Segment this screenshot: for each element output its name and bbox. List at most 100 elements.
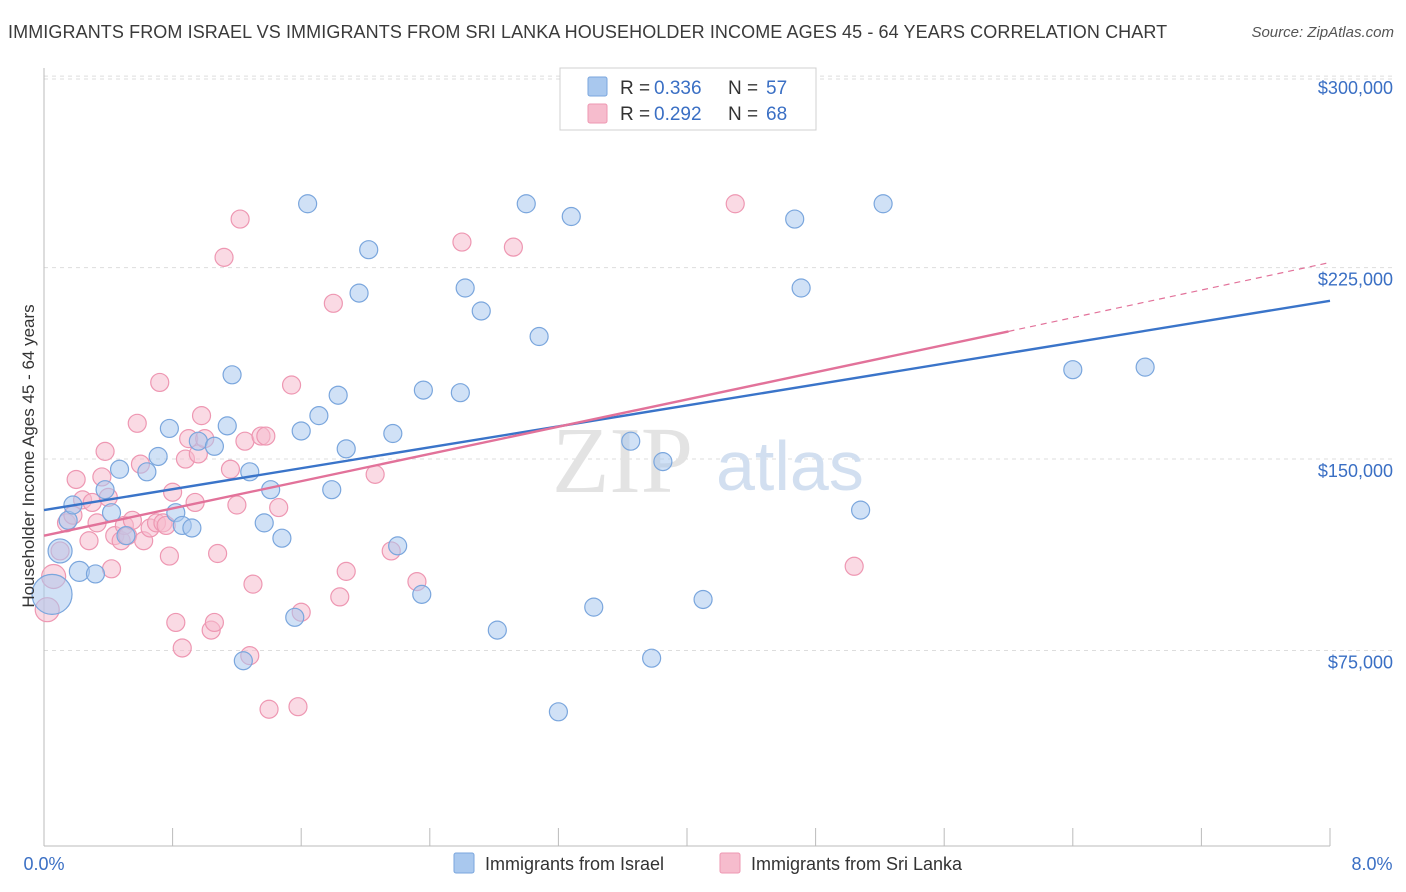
point-israel: [109, 459, 130, 479]
point-israel: [487, 620, 507, 640]
point-israel: [233, 651, 253, 671]
point-srilanka: [227, 495, 247, 515]
point-srilanka: [101, 559, 122, 579]
point-srilanka: [66, 469, 86, 490]
legend-r-label-israel: R =: [620, 78, 650, 99]
legend-n-label-israel: N =: [728, 78, 758, 99]
point-srilanka: [150, 372, 170, 393]
point-srilanka: [336, 561, 356, 581]
bottom-legend-label-srilanka: Immigrants from Sri Lanka: [751, 854, 963, 874]
point-israel: [222, 365, 242, 385]
point-israel: [785, 209, 805, 229]
bottom-legend-label-israel: Immigrants from Israel: [485, 854, 664, 874]
point-israel: [873, 194, 893, 214]
point-israel: [336, 439, 356, 459]
point-israel: [137, 462, 157, 482]
point-srilanka: [243, 574, 263, 594]
trend-line-srilanka: [43, 330, 1009, 537]
legend-r-israel: 0.336: [654, 78, 702, 99]
point-srilanka: [159, 546, 179, 566]
legend-box: R = 0.336 N = 57 R = 0.292 N = 68: [559, 67, 817, 131]
point-israel: [412, 584, 432, 604]
trend-lines: [43, 261, 1331, 537]
point-srilanka: [208, 543, 228, 564]
point-srilanka: [191, 406, 212, 426]
point-srilanka: [288, 697, 308, 717]
point-israel: [621, 431, 641, 451]
point-israel: [548, 702, 569, 722]
point-israel: [272, 528, 292, 548]
point-srilanka: [269, 497, 289, 518]
point-israel: [204, 436, 224, 456]
watermark: ZIP atlas: [552, 409, 864, 513]
point-srilanka: [235, 431, 255, 451]
point-srilanka: [503, 237, 523, 257]
point-israel: [188, 431, 208, 451]
point-srilanka: [452, 232, 472, 252]
point-srilanka: [127, 413, 147, 433]
point-israel: [31, 573, 73, 615]
point-israel: [159, 418, 179, 439]
point-israel: [584, 597, 604, 617]
point-israel: [653, 452, 673, 472]
watermark-atlas: atlas: [716, 427, 864, 505]
y-tick-label: $300,000: [1318, 78, 1393, 98]
point-srilanka: [230, 209, 250, 229]
grid-lines: [44, 75, 1394, 652]
point-israel: [291, 421, 311, 441]
point-israel: [693, 589, 713, 610]
legend-r-label-srilanka: R =: [620, 104, 650, 125]
point-srilanka: [220, 459, 241, 479]
point-israel: [309, 406, 329, 426]
trend-line-srilanka-extension: [1008, 261, 1331, 332]
bottom-legend: Immigrants from Israel Immigrants from S…: [453, 852, 963, 874]
legend-swatch-israel: [587, 76, 608, 97]
y-tick-labels: $75,000 $150,000 $225,000 $300,000: [1318, 78, 1393, 672]
point-israel: [359, 240, 379, 260]
x-tick-label-max: 8.0%: [1351, 854, 1392, 874]
legend-n-israel: 57: [766, 78, 787, 99]
x-tick-label-min: 0.0%: [23, 854, 64, 874]
point-srilanka: [166, 612, 186, 633]
point-israel: [642, 648, 662, 668]
chart-title: IMMIGRANTS FROM ISRAEL VS IMMIGRANTS FRO…: [8, 22, 1168, 42]
bottom-legend-swatch-israel: [453, 852, 475, 874]
point-israel: [516, 194, 536, 214]
point-srilanka: [95, 441, 115, 461]
legend-swatch-srilanka: [587, 103, 608, 124]
y-axis-title: Householder Income Ages 45 - 64 years: [19, 304, 38, 607]
point-israel: [349, 283, 369, 303]
legend-n-srilanka: 68: [766, 104, 787, 125]
point-israel: [217, 416, 237, 436]
x-axis-ticks: [172, 828, 1331, 846]
point-israel: [471, 301, 491, 321]
point-israel: [116, 526, 136, 546]
point-israel: [328, 385, 348, 405]
point-israel: [95, 480, 115, 500]
point-srilanka: [323, 293, 343, 313]
point-israel: [388, 536, 408, 556]
point-israel: [148, 446, 168, 467]
point-israel: [298, 194, 318, 214]
point-israel: [851, 500, 871, 520]
point-israel: [413, 380, 433, 400]
point-israel: [561, 206, 581, 227]
point-israel: [791, 278, 811, 298]
y-tick-label: $150,000: [1318, 461, 1393, 481]
point-israel: [455, 278, 475, 298]
point-srilanka: [725, 194, 745, 214]
legend-r-srilanka: 0.292: [654, 104, 702, 125]
point-srilanka: [163, 482, 183, 502]
point-israel: [47, 538, 73, 564]
point-israel: [254, 513, 274, 533]
point-srilanka: [214, 247, 234, 267]
point-israel: [85, 564, 106, 584]
point-srilanka: [259, 699, 279, 719]
point-israel: [529, 326, 549, 347]
bottom-legend-swatch-srilanka: [719, 852, 741, 874]
point-srilanka: [256, 426, 276, 446]
point-srilanka: [844, 556, 864, 576]
trend-line-israel: [43, 299, 1331, 512]
point-srilanka: [172, 638, 192, 658]
